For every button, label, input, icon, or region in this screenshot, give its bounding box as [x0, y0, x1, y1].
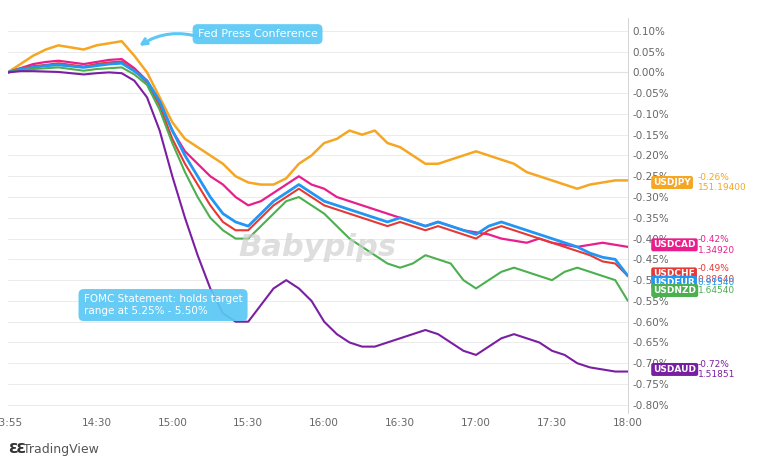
Text: Babypips: Babypips: [239, 233, 397, 262]
Text: 0.91540: 0.91540: [697, 278, 735, 287]
Text: USDCAD: USDCAD: [653, 241, 696, 249]
Text: -0.49%
0.88640: -0.49% 0.88640: [697, 264, 735, 284]
Text: USDJPY: USDJPY: [653, 178, 691, 187]
Text: USDCHF: USDCHF: [653, 269, 695, 279]
Text: 1.64540: 1.64540: [697, 286, 735, 295]
Text: USDEUR: USDEUR: [653, 278, 695, 287]
Text: FOMC Statement: holds target
range at 5.25% - 5.50%: FOMC Statement: holds target range at 5.…: [83, 294, 243, 316]
Text: -0.26%
151.19400: -0.26% 151.19400: [697, 173, 746, 192]
Text: TradingView: TradingView: [23, 443, 99, 456]
Text: Fed Press Conference: Fed Press Conference: [197, 29, 317, 39]
Text: ℇℇ: ℇℇ: [8, 442, 25, 456]
Text: '24  13:55: '24 13:55: [11, 437, 73, 447]
Text: USDAUD: USDAUD: [653, 365, 697, 374]
Text: USDNZD: USDNZD: [653, 286, 697, 295]
Text: -0.72%
1.51851: -0.72% 1.51851: [697, 360, 735, 379]
Text: -0.42%
1.34920: -0.42% 1.34920: [697, 235, 735, 255]
